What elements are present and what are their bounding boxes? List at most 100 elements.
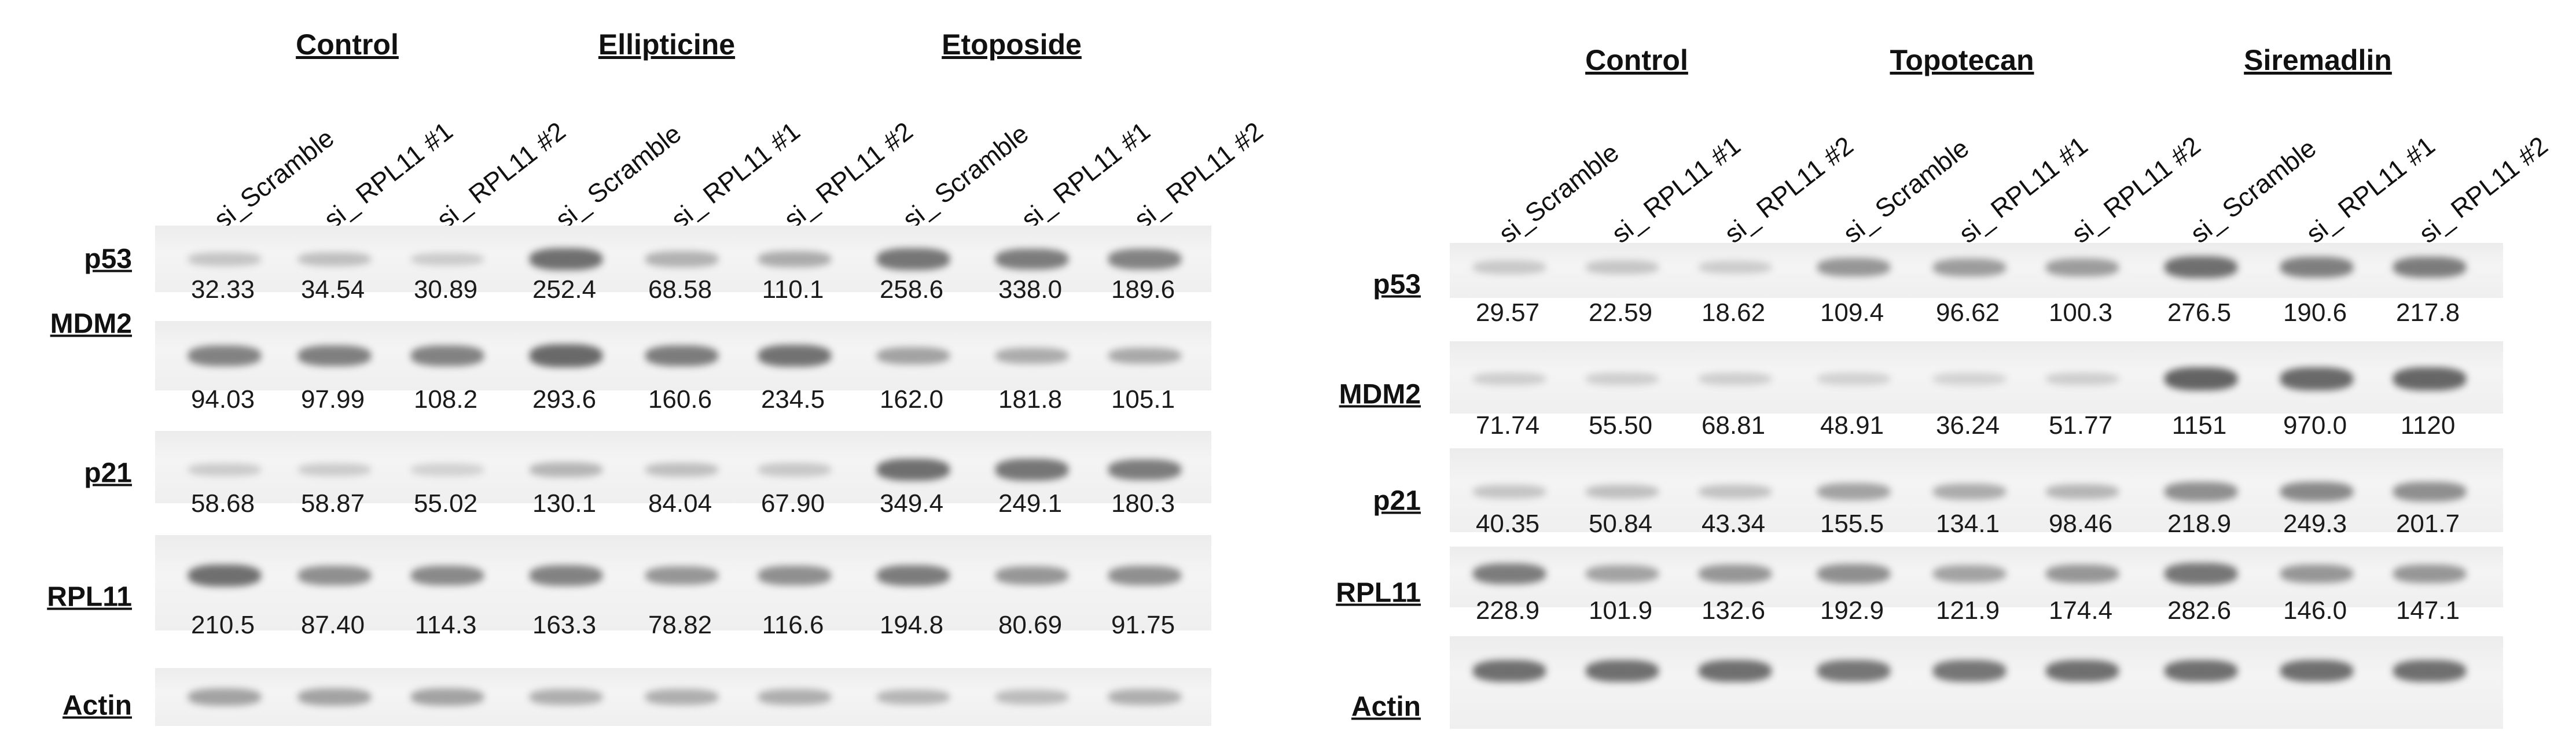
protein-band — [2393, 256, 2466, 278]
protein-band — [2046, 372, 2119, 386]
quantification-value: 101.9 — [1588, 596, 1653, 625]
quantification-value: 68.58 — [648, 275, 712, 304]
blot-strip — [1450, 636, 2503, 729]
protein-band — [411, 688, 484, 706]
protein-band — [2393, 564, 2466, 584]
protein-band — [1817, 373, 1890, 385]
quantification-value: 970.0 — [2283, 411, 2347, 440]
protein-band — [530, 689, 602, 705]
protein-band — [1108, 249, 1181, 270]
quantification-value: 249.3 — [2283, 510, 2347, 538]
protein-band — [1586, 565, 1659, 582]
quantification-value: 181.8 — [998, 385, 1063, 414]
protein-band — [2046, 484, 2119, 500]
protein-band — [2046, 564, 2119, 584]
protein-band — [188, 252, 261, 266]
protein-band — [1699, 484, 1772, 499]
protein-band — [1586, 484, 1659, 499]
quantification-value: 116.6 — [762, 611, 824, 639]
quantification-value: 68.81 — [1701, 411, 1766, 440]
quantification-value: 58.68 — [190, 489, 255, 518]
protein-band — [1933, 660, 2006, 682]
protein-band — [1817, 564, 1890, 584]
quantification-value: 40.35 — [1475, 510, 1540, 538]
protein-band — [298, 252, 371, 267]
treatment-header: Control — [296, 28, 399, 61]
protein-label: p53 — [1373, 269, 1421, 300]
quantification-value: 192.9 — [1820, 596, 1884, 625]
quantification-value: 97.99 — [300, 385, 365, 414]
protein-band — [1933, 483, 2006, 500]
quantification-value: 282.6 — [2167, 596, 2232, 625]
protein-label: p21 — [1373, 485, 1421, 517]
protein-label: RPL11 — [1336, 577, 1421, 609]
protein-band — [298, 688, 371, 706]
protein-band — [645, 462, 718, 477]
quantification-value: 18.62 — [1701, 298, 1766, 327]
protein-band — [1699, 372, 1772, 386]
protein-band — [2165, 563, 2237, 585]
protein-label: MDM2 — [1339, 379, 1421, 410]
protein-band — [645, 251, 718, 267]
protein-band — [877, 248, 950, 270]
protein-band — [1586, 372, 1659, 386]
quantification-value: 228.9 — [1475, 596, 1540, 625]
treatment-header: Siremadlin — [2244, 44, 2392, 76]
quantification-value: 189.6 — [1111, 275, 1175, 304]
treatment-header: Etoposide — [942, 28, 1082, 61]
protein-band — [1699, 564, 1772, 584]
quantification-value: 201.7 — [2395, 510, 2460, 538]
quantification-value: 84.04 — [648, 489, 712, 518]
protein-band — [995, 566, 1068, 585]
protein-band — [995, 347, 1068, 364]
protein-band — [1817, 660, 1890, 682]
protein-band — [411, 565, 484, 586]
quantification-value: 67.90 — [760, 489, 825, 518]
quantification-value: 163.3 — [532, 611, 597, 639]
quantification-value: 1120 — [2400, 411, 2456, 440]
protein-band — [2393, 367, 2466, 391]
quantification-value: 218.9 — [2167, 510, 2232, 538]
quantification-value: 109.4 — [1820, 298, 1884, 327]
protein-band — [298, 463, 371, 477]
protein-band — [2280, 481, 2353, 502]
quantification-value: 36.24 — [1935, 411, 2000, 440]
quantification-value: 155.5 — [1820, 510, 1884, 538]
protein-band — [758, 689, 831, 705]
protein-band — [188, 463, 261, 477]
protein-band — [995, 459, 1068, 481]
protein-band — [1473, 485, 1546, 499]
treatment-header: Ellipticine — [598, 28, 736, 61]
protein-band — [877, 689, 950, 705]
protein-label: p53 — [84, 244, 132, 275]
treatment-header: Control — [1585, 44, 1688, 76]
quantification-value: 114.3 — [414, 611, 477, 639]
protein-band — [645, 566, 718, 585]
lane-label: si_ Scramble — [1838, 132, 1975, 249]
protein-band — [411, 345, 484, 366]
protein-band — [758, 463, 831, 477]
quantification-value: 87.40 — [300, 611, 365, 639]
quantification-value: 160.6 — [648, 385, 712, 414]
quantification-value: 121.9 — [1935, 596, 2000, 625]
quantification-value: 180.3 — [1111, 489, 1175, 518]
quantification-value: 50.84 — [1588, 510, 1653, 538]
protein-band — [995, 248, 1068, 270]
quantification-value: 105.1 — [1111, 385, 1175, 414]
quantification-value: 276.5 — [2167, 298, 2232, 327]
protein-band — [2393, 659, 2466, 683]
quantification-value: 58.87 — [300, 489, 365, 518]
protein-band — [530, 462, 602, 478]
quantification-value: 147.1 — [2395, 596, 2460, 625]
protein-band — [298, 566, 371, 585]
protein-band — [1473, 372, 1546, 386]
quantification-value: 34.54 — [300, 275, 365, 304]
quantification-value: 134.1 — [1935, 510, 2000, 538]
quantification-value: 234.5 — [760, 385, 825, 414]
quantification-value: 349.4 — [879, 489, 944, 518]
quantification-value: 71.74 — [1475, 411, 1540, 440]
protein-band — [530, 344, 602, 367]
protein-label: Actin — [1351, 691, 1421, 722]
protein-band — [2393, 482, 2466, 501]
